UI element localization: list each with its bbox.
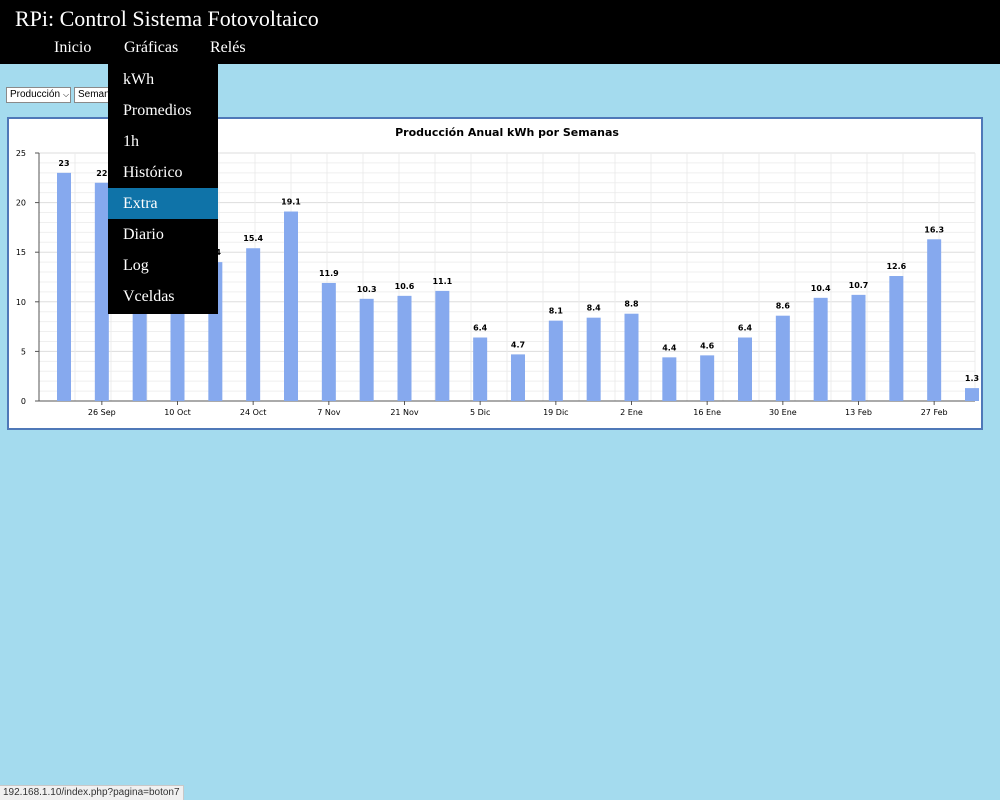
metric-select-value: Producción xyxy=(10,89,61,100)
data-label: 16.3 xyxy=(924,225,944,234)
status-bar-url: 192.168.1.10/index.php?pagina=boton7 xyxy=(0,785,184,800)
data-label: 10.3 xyxy=(357,285,377,294)
bar xyxy=(359,298,374,401)
data-label: 15.4 xyxy=(243,234,263,243)
data-label: 8.4 xyxy=(587,304,602,313)
data-label: 6.4 xyxy=(738,324,753,333)
chart-title: Producción Anual kWh por Semanas xyxy=(395,126,619,139)
x-tick-label: 16 Ene xyxy=(693,408,721,417)
bar xyxy=(775,315,790,401)
data-label: 10.6 xyxy=(395,282,415,291)
x-tick-label: 21 Nov xyxy=(390,408,419,417)
x-tick-label: 10 Oct xyxy=(164,408,191,417)
y-tick-label: 5 xyxy=(21,347,26,356)
x-tick-label: 5 Dic xyxy=(470,408,490,417)
bar xyxy=(246,248,261,401)
nav-reles[interactable]: Relés xyxy=(210,39,246,56)
chart-svg: Producción Anual kWh por Semanas 0 5 10 15 20… xyxy=(16,126,979,417)
x-tick-label: 7 Nov xyxy=(317,408,341,417)
data-label: 4.7 xyxy=(511,340,525,349)
graficas-dropdown-menu: kWh Promedios 1h Histórico Extra Diario … xyxy=(108,64,218,314)
x-tick-label: 27 Feb xyxy=(921,408,948,417)
data-label: 22 xyxy=(96,169,107,178)
period-select[interactable]: Seman xyxy=(74,87,114,103)
bar xyxy=(57,172,71,401)
data-label: 4.4 xyxy=(662,343,677,352)
chevron-down-icon: ⌵ xyxy=(63,90,70,99)
data-label: 6.4 xyxy=(473,324,488,333)
bar xyxy=(435,290,450,401)
top-header: RPi: Control Sistema Fotovoltaico Inicio… xyxy=(0,0,1000,64)
menu-item-promedios[interactable]: Promedios xyxy=(123,102,192,119)
metric-select[interactable]: Producción ⌵ xyxy=(6,87,71,103)
menu-item-1h[interactable]: 1h xyxy=(123,133,139,150)
y-tick-label: 25 xyxy=(16,149,26,158)
menu-item-extra[interactable]: Extra xyxy=(108,188,218,219)
data-label: 19.1 xyxy=(281,198,301,207)
data-label: 4.6 xyxy=(700,341,715,350)
x-tick-label: 13 Feb xyxy=(845,408,872,417)
nav-graficas[interactable]: Gráficas xyxy=(124,39,179,56)
bar xyxy=(624,313,639,401)
x-tick-label: 2 Ene xyxy=(620,408,643,417)
data-label: 10.7 xyxy=(849,281,869,290)
bar xyxy=(511,354,525,401)
bar xyxy=(397,295,412,401)
data-label: 10.4 xyxy=(811,284,831,293)
bar xyxy=(548,320,563,401)
y-tick-label: 15 xyxy=(16,248,26,257)
data-label: 8.8 xyxy=(624,300,639,309)
menu-item-vceldas[interactable]: Vceldas xyxy=(123,288,175,305)
bar xyxy=(965,388,979,401)
data-label: 1.3 xyxy=(965,374,979,383)
data-label: 23 xyxy=(58,159,69,168)
bar xyxy=(851,294,866,401)
bar xyxy=(738,337,752,401)
data-label: 8.6 xyxy=(776,302,791,311)
bar xyxy=(284,211,298,401)
bar xyxy=(927,239,942,401)
bar xyxy=(700,355,715,401)
period-select-value: Seman xyxy=(78,89,110,100)
site-title: RPi: Control Sistema Fotovoltaico xyxy=(15,6,319,31)
x-tick-label: 24 Oct xyxy=(240,408,267,417)
menu-item-diario[interactable]: Diario xyxy=(123,226,164,243)
y-tick-label: 20 xyxy=(16,199,26,208)
x-tick-label: 26 Sep xyxy=(88,408,116,417)
x-tick-label: 19 Dic xyxy=(543,408,569,417)
menu-item-historico[interactable]: Histórico xyxy=(123,164,183,181)
data-label: 8.1 xyxy=(549,307,564,316)
bar xyxy=(321,282,336,401)
data-label: 11.9 xyxy=(319,269,339,278)
bar xyxy=(94,182,109,401)
chart-panel: Producción Anual kWh por Semanas 0 5 10 15 20… xyxy=(7,117,983,430)
data-label: 12.6 xyxy=(886,262,906,271)
x-tick-label: 30 Ene xyxy=(769,408,797,417)
bar xyxy=(889,276,904,401)
y-tick-label: 10 xyxy=(16,298,26,307)
menu-item-log[interactable]: Log xyxy=(123,257,149,274)
bar xyxy=(662,357,677,401)
bar xyxy=(473,337,488,401)
bar xyxy=(813,297,828,401)
menu-item-kwh[interactable]: kWh xyxy=(123,71,155,88)
nav-inicio[interactable]: Inicio xyxy=(54,39,92,56)
bar xyxy=(586,317,601,401)
data-label: 11.1 xyxy=(432,277,452,286)
y-tick-label: 0 xyxy=(21,397,26,406)
